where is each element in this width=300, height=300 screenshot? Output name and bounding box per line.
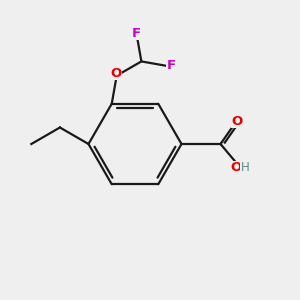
- Text: O: O: [232, 115, 243, 128]
- Text: O: O: [231, 160, 242, 174]
- Text: F: F: [132, 27, 141, 40]
- Text: H: H: [241, 160, 249, 174]
- Text: O: O: [110, 67, 122, 80]
- Text: F: F: [167, 58, 176, 72]
